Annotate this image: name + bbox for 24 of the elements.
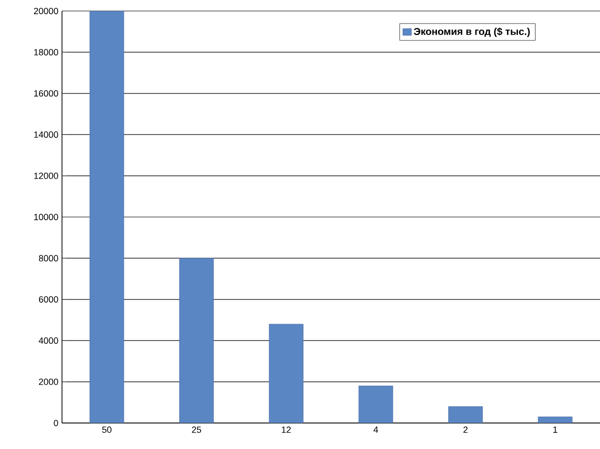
bar	[358, 386, 394, 423]
y-tick-label: 8000	[38, 255, 58, 262]
legend-label: Экономия в год ($ тыс.)	[414, 28, 530, 37]
x-tick-label: 25	[192, 426, 202, 433]
x-tick-label: 2	[463, 426, 468, 433]
y-tick-label: 0	[54, 420, 58, 426]
y-tick-label: 14000	[34, 131, 58, 138]
x-tick-label: 1	[553, 426, 558, 433]
y-tick-label: 12000	[34, 172, 58, 179]
y-tick-label: 18000	[34, 49, 58, 56]
y-tick-label: 10000	[34, 214, 58, 220]
y-tick-label: 2000	[38, 378, 58, 385]
bar	[179, 258, 214, 423]
y-tick-label: 20000	[34, 8, 58, 14]
bar	[90, 10, 124, 423]
y-tick-label: 4000	[38, 337, 58, 344]
bar	[448, 406, 483, 423]
y-tick-label: 16000	[34, 90, 58, 97]
y-tick-label: 6000	[38, 296, 58, 303]
bar	[538, 416, 572, 423]
x-tick-label: 12	[282, 426, 291, 433]
x-tick-label: 4	[374, 426, 378, 433]
bar	[268, 324, 304, 423]
x-tick-label: 50	[102, 426, 112, 433]
